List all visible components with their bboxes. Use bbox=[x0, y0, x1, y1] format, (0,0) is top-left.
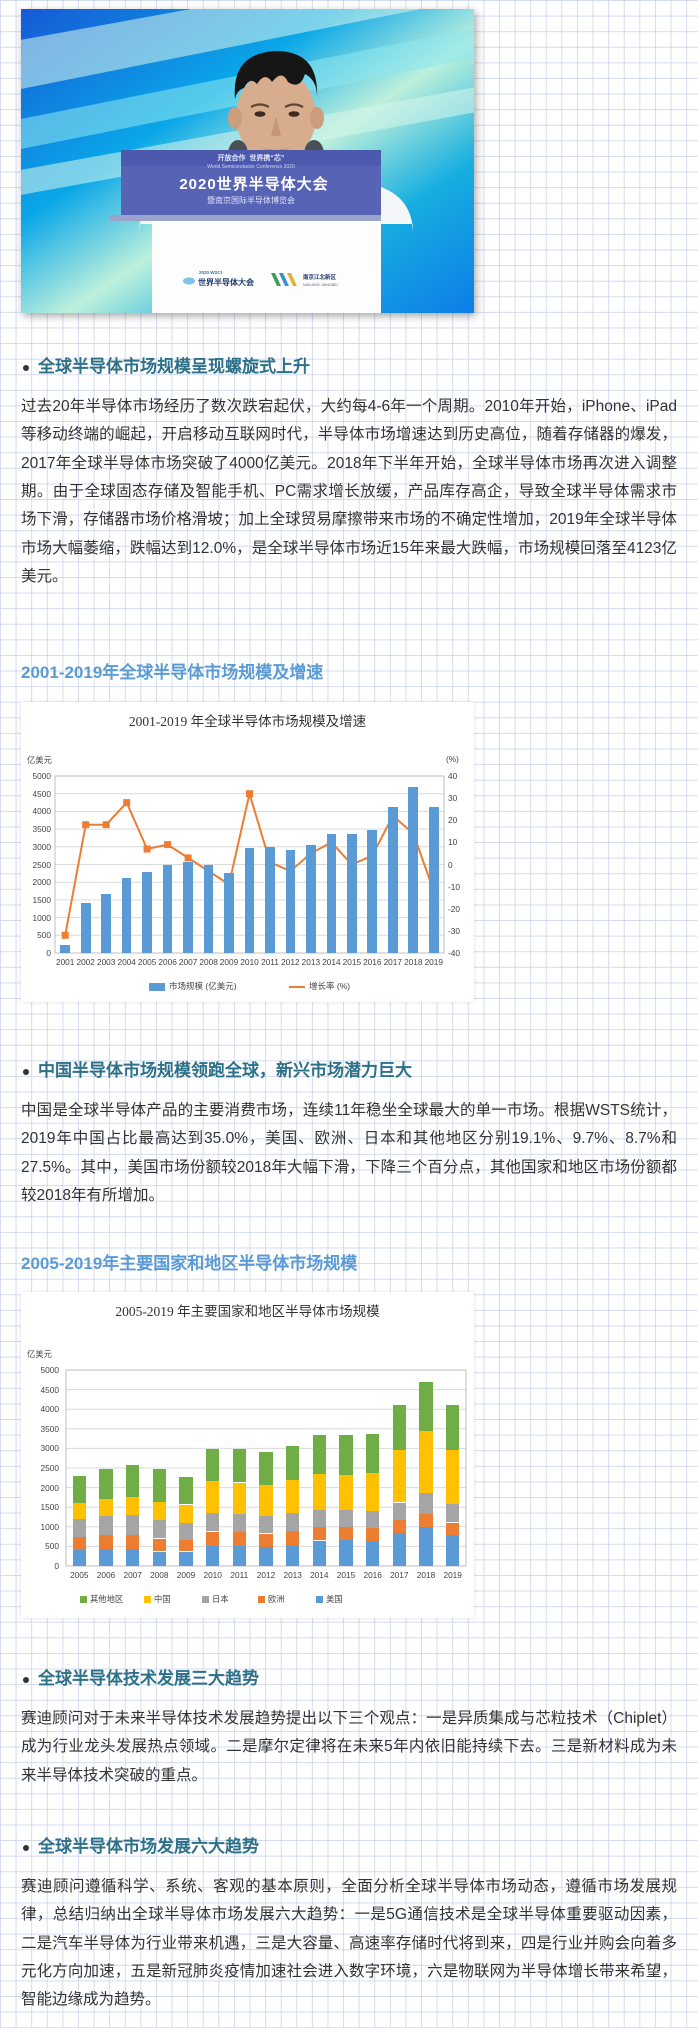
svg-text:World Semiconductor Conference: World Semiconductor Conference 2020 bbox=[207, 164, 295, 170]
svg-text:开放合作 世界携“芯”: 开放合作 世界携“芯” bbox=[218, 153, 285, 162]
svg-text:NANJING JIANGBEI: NANJING JIANGBEI bbox=[303, 283, 338, 287]
svg-text:2020 WSCI: 2020 WSCI bbox=[199, 270, 222, 275]
svg-text:南京江北新区: 南京江北新区 bbox=[303, 273, 337, 281]
svg-text:2020世界半导体大会: 2020世界半导体大会 bbox=[179, 175, 328, 193]
svg-text:暨南京国际半导体博览会: 暨南京国际半导体博览会 bbox=[207, 195, 295, 205]
svg-text:世界半导体大会: 世界半导体大会 bbox=[198, 277, 254, 287]
